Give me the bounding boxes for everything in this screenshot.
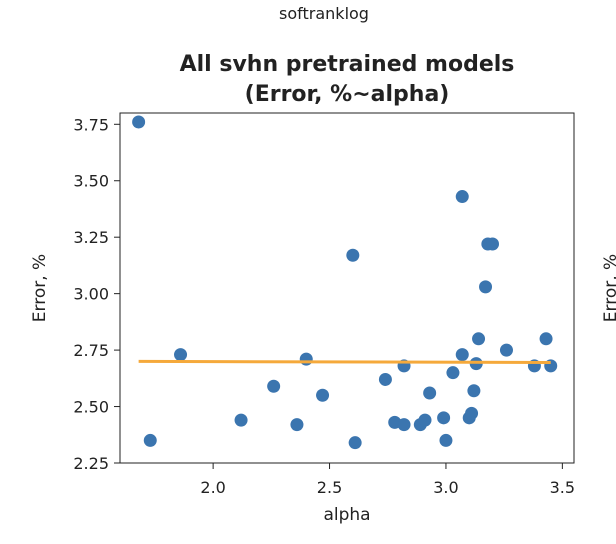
data-point: [174, 348, 188, 362]
data-point: [423, 386, 437, 400]
data-point: [299, 352, 313, 366]
data-point: [267, 379, 281, 393]
data-point: [234, 413, 248, 427]
y-axis-ticks: 2.25 2.50 2.75 3.00 3.25 3.50 3.75: [73, 115, 120, 473]
data-point: [467, 384, 481, 398]
figure-suptitle: softranklog: [279, 4, 369, 23]
y-tick-label: 2.75: [73, 341, 109, 360]
chart-title-line-1: All svhn pretrained models: [180, 52, 515, 77]
data-point: [486, 237, 500, 251]
data-point: [479, 280, 493, 294]
y-tick-label: 2.25: [73, 454, 109, 473]
data-point: [455, 348, 469, 362]
y-tick-label: 2.50: [73, 398, 109, 417]
data-point: [290, 418, 304, 432]
data-point: [378, 372, 392, 386]
data-point: [446, 366, 460, 380]
adjacent-panel-y-axis-label: Error, %: [601, 254, 616, 322]
fit-line-layer: [138, 359, 551, 365]
data-point: [143, 433, 157, 447]
data-point: [539, 332, 553, 346]
data-point: [472, 332, 486, 346]
x-tick-label: 2.5: [317, 478, 342, 497]
data-point: [455, 190, 469, 204]
plot-area-border: [119, 112, 575, 464]
data-point: [397, 418, 411, 432]
x-tick-label: 2.0: [200, 478, 225, 497]
data-point: [465, 406, 479, 420]
y-tick-label: 3.25: [73, 228, 109, 247]
x-axis-ticks: 2.0 2.5 3.0 3.5: [200, 463, 575, 497]
scatter-points: [132, 115, 558, 450]
y-tick-label: 3.00: [73, 285, 109, 304]
data-point: [316, 388, 330, 402]
data-point: [348, 436, 362, 450]
y-axis-label: Error, %: [30, 254, 50, 322]
data-point: [346, 248, 360, 262]
chart-title-line-2: (Error, %~alpha): [245, 82, 450, 107]
data-point: [418, 413, 432, 427]
y-tick-label: 3.75: [73, 115, 109, 134]
y-tick-label: 3.50: [73, 172, 109, 191]
data-point: [437, 411, 451, 425]
data-point: [132, 115, 146, 129]
axes-frame: [119, 112, 575, 464]
fit-line: [138, 359, 551, 365]
data-point: [499, 343, 513, 357]
data-point: [439, 433, 453, 447]
x-tick-label: 3.5: [550, 478, 575, 497]
x-axis-label: alpha: [323, 505, 370, 525]
x-tick-label: 3.0: [433, 478, 458, 497]
